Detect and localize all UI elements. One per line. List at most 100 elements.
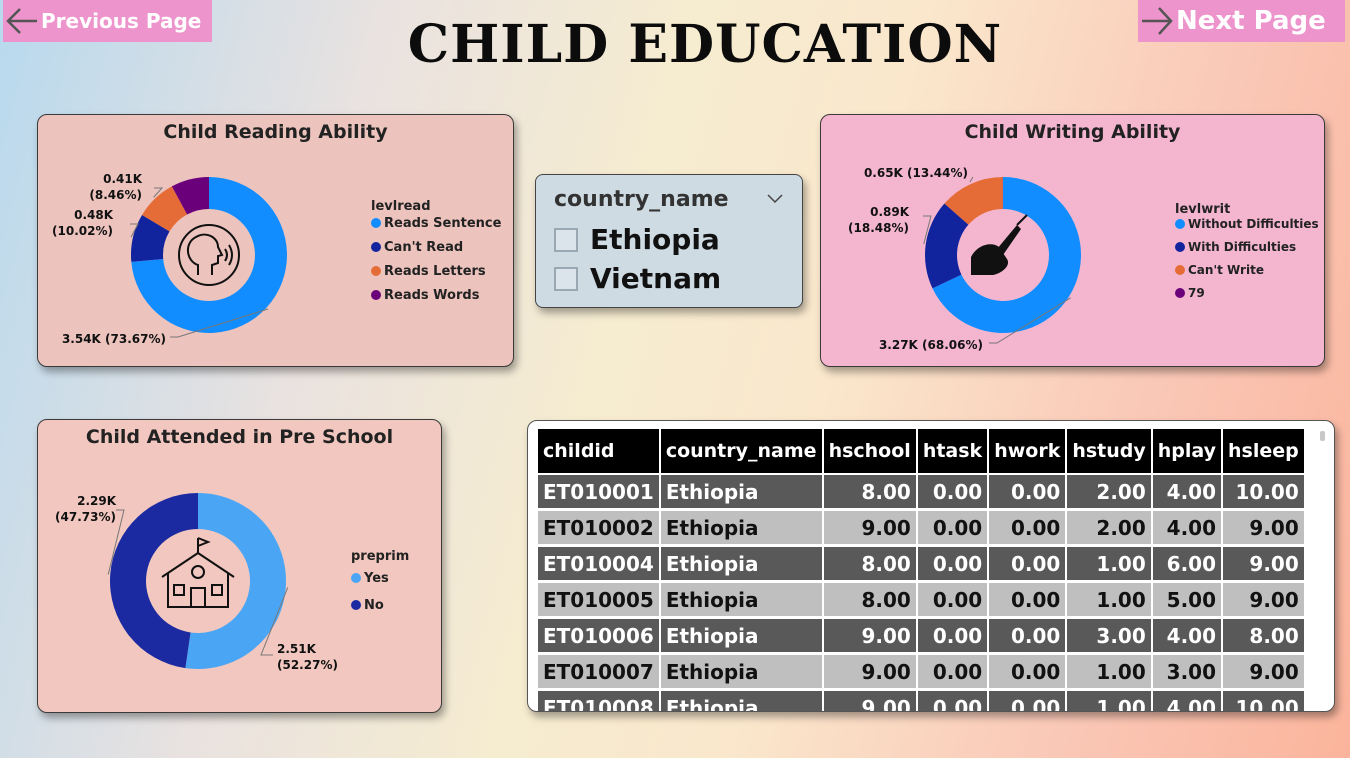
legend-marker[interactable] xyxy=(1175,219,1185,229)
legend-marker[interactable] xyxy=(371,218,381,228)
table-cell: 1.00 xyxy=(1066,581,1153,619)
donut-slice[interactable] xyxy=(131,177,287,333)
column-header-hstudy[interactable]: hstudy xyxy=(1066,429,1153,475)
table-cell: 9.00 xyxy=(1222,581,1306,619)
table-cell: 0.00 xyxy=(988,545,1068,583)
data-label: 3.27K (68.06%) xyxy=(879,338,983,352)
table-cell: 8.00 xyxy=(822,474,918,511)
column-header-hschool[interactable]: hschool xyxy=(822,429,918,475)
previous-page-button[interactable]: Previous Page xyxy=(3,0,212,42)
donut-slice[interactable] xyxy=(944,177,1003,225)
table-cell: 0.00 xyxy=(988,581,1068,619)
chevron-down-icon[interactable] xyxy=(766,193,784,205)
donut-slice[interactable] xyxy=(171,177,209,215)
data-label: (10.02%) xyxy=(52,224,113,238)
legend-marker[interactable] xyxy=(1175,265,1185,275)
slicer-checkbox[interactable] xyxy=(554,266,578,291)
table-cell: ET010004 xyxy=(538,545,661,583)
table-cell: 0.00 xyxy=(916,653,990,691)
legend-marker[interactable] xyxy=(351,573,361,583)
legend-item[interactable]: 79 xyxy=(1188,286,1205,300)
data-label: 3.54K (73.67%) xyxy=(62,332,166,346)
legend-item[interactable]: Can't Read xyxy=(384,240,463,255)
column-header-country_name[interactable]: country_name xyxy=(659,429,824,475)
legend-marker[interactable] xyxy=(1175,242,1185,252)
legend-item[interactable]: Without Difficulties xyxy=(1188,217,1319,231)
table-cell: 4.00 xyxy=(1151,689,1224,711)
table-cell: 3.00 xyxy=(1066,617,1153,655)
column-header-hwork[interactable]: hwork xyxy=(988,429,1068,475)
table-cell: 0.00 xyxy=(988,653,1068,691)
table-row[interactable]: ET010004 Ethiopia 8.00 0.00 0.00 1.00 6.00 9.00 xyxy=(538,545,1306,583)
legend-item[interactable]: Can't Write xyxy=(1188,263,1264,277)
reading-ability-card: Child Reading Ability 3.54K (73.67%) 0.48… xyxy=(37,114,514,367)
legend-marker[interactable] xyxy=(1175,288,1185,298)
table-cell: ET010006 xyxy=(538,617,661,655)
legend-item[interactable]: Reads Words xyxy=(384,288,480,303)
table-cell: 8.00 xyxy=(822,581,918,619)
table-cell: 1.00 xyxy=(1066,689,1153,711)
writing-ability-card: Child Writing Ability 3.27K (68.06%) 0.89… xyxy=(820,114,1325,367)
donut-slice[interactable] xyxy=(110,493,198,669)
column-header-hplay[interactable]: hplay xyxy=(1151,429,1224,475)
data-label: 0.41K xyxy=(103,172,143,186)
legend-item[interactable]: Yes xyxy=(363,571,389,586)
slicer-checkbox[interactable] xyxy=(554,227,578,252)
country-slicer[interactable]: country_name Ethiopia Vietnam xyxy=(535,174,803,308)
data-label: 2.29K xyxy=(77,494,117,508)
table-cell: Ethiopia xyxy=(659,617,824,655)
arrow-left-icon xyxy=(6,8,37,34)
table-cell: 0.00 xyxy=(988,474,1068,511)
writing-hand-icon xyxy=(971,214,1028,275)
table-cell: 8.00 xyxy=(822,545,918,583)
donut-slice[interactable] xyxy=(131,214,170,262)
leader-line xyxy=(170,308,269,338)
legend-marker[interactable] xyxy=(371,290,381,300)
donut-slice[interactable] xyxy=(925,203,969,289)
leader-line xyxy=(923,215,932,245)
donut-slice[interactable] xyxy=(932,177,1081,333)
column-header-htask[interactable]: htask xyxy=(916,429,990,475)
preschool-chart-title: Child Attended in Pre School xyxy=(85,426,394,448)
data-label: (52.27%) xyxy=(277,658,338,672)
table-cell: 0.00 xyxy=(916,617,990,655)
table-row[interactable]: ET010002 Ethiopia 9.00 0.00 0.00 2.00 4.00 9.00 xyxy=(538,509,1306,547)
child-activity-table-card[interactable]: childid country_name hschool htask hwork hstu… xyxy=(527,420,1335,712)
table-cell: 9.00 xyxy=(1222,653,1306,691)
slicer-option-vietnam[interactable]: Vietnam xyxy=(554,262,721,295)
table-row[interactable]: ET010008 Ethiopia 9.00 0.00 0.00 1.00 4.00 10.0… xyxy=(538,689,1306,711)
table-scroll-thumb[interactable] xyxy=(1320,431,1325,441)
table-row[interactable]: ET010006 Ethiopia 9.00 0.00 0.00 3.00 4.00 8.00 xyxy=(538,617,1306,655)
legend-item[interactable]: Reads Letters xyxy=(384,264,486,279)
table-cell: ET010007 xyxy=(538,653,661,691)
legend-marker[interactable] xyxy=(371,242,381,252)
table-cell: 9.00 xyxy=(822,653,918,691)
table-row[interactable]: ET010001 Ethiopia 8.00 0.00 0.00 2.00 4.00 10.0… xyxy=(538,474,1306,511)
next-page-button[interactable]: Next Page xyxy=(1138,0,1345,42)
legend-marker[interactable] xyxy=(351,600,361,610)
column-header-childid[interactable]: childid xyxy=(538,429,661,475)
previous-page-label: Previous Page xyxy=(41,9,202,33)
table-cell: ET010001 xyxy=(538,474,661,511)
legend-item[interactable]: Reads Sentence xyxy=(384,216,502,231)
slicer-option-ethiopia[interactable]: Ethiopia xyxy=(554,223,720,256)
donut-slice[interactable] xyxy=(142,186,188,232)
table-cell: 4.00 xyxy=(1151,474,1224,511)
donut-slice[interactable] xyxy=(185,493,286,669)
table-cell: 4.00 xyxy=(1151,509,1224,547)
table-cell: 0.00 xyxy=(916,581,990,619)
table-cell: 0.00 xyxy=(916,545,990,583)
table-scrollbar[interactable] xyxy=(1320,431,1326,701)
schoolhouse-icon xyxy=(161,537,235,608)
legend-marker[interactable] xyxy=(371,266,381,276)
preschool-card: Child Attended in Pre School 2.51K (52.27… xyxy=(37,419,442,713)
column-header-hsleep[interactable]: hsleep xyxy=(1222,429,1306,475)
table-cell: 0.00 xyxy=(916,509,990,547)
table-row[interactable]: ET010005 Ethiopia 8.00 0.00 0.00 1.00 5.00 9.00 xyxy=(538,581,1306,619)
table-cell: 0.00 xyxy=(916,689,990,711)
legend-item[interactable]: With Difficulties xyxy=(1188,240,1296,254)
legend-item[interactable]: No xyxy=(364,598,384,613)
data-label: 0.89K xyxy=(870,205,910,219)
table-cell: 9.00 xyxy=(822,689,918,711)
table-row[interactable]: ET010007 Ethiopia 9.00 0.00 0.00 1.00 3.00 9.00 xyxy=(538,653,1306,691)
